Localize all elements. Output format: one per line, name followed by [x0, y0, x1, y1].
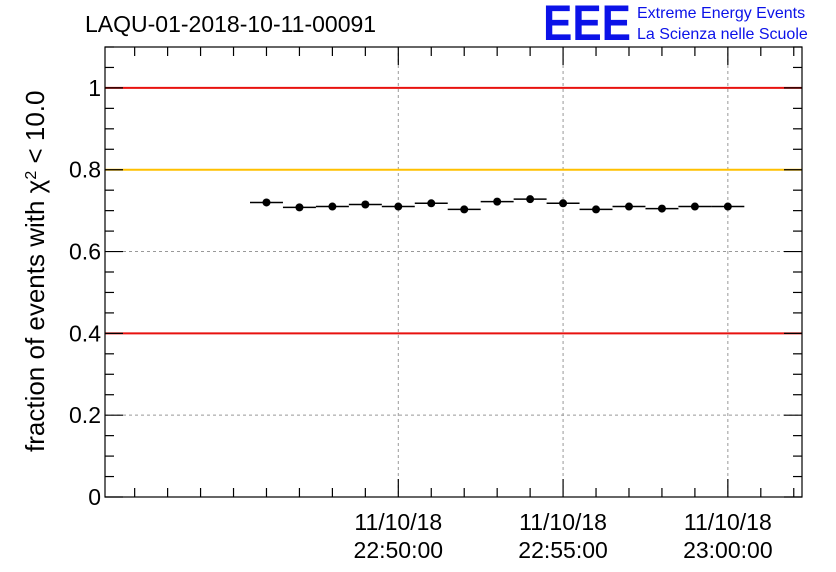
grid: [105, 47, 802, 497]
data-point: [427, 199, 436, 208]
y-tick-label: 0.2: [69, 402, 101, 428]
x-tick-time-label: 22:50:00: [354, 537, 444, 563]
x-tick-time-label: 23:00:00: [683, 537, 773, 563]
y-axis-label-prefix: fraction of events with χ: [20, 179, 50, 452]
logo-mark: EEE: [543, 0, 631, 51]
chart-title: LAQU-01-2018-10-11-00091: [85, 11, 376, 37]
logo-line-2: La Scienza nelle Scuole: [637, 26, 808, 43]
reference-lines: [105, 86, 802, 335]
data-point: [526, 195, 535, 204]
data-point: [394, 202, 403, 211]
data-point: [493, 197, 502, 206]
y-axis-label-sup: 2: [23, 171, 40, 180]
plot-frame: [104, 46, 803, 498]
data-point: [262, 198, 271, 207]
eee-logo: EEE Extreme Energy Events La Scienza nel…: [543, 0, 808, 51]
y-axis-label: fraction of events with χ2 < 10.0: [20, 91, 50, 452]
data-point: [361, 200, 370, 209]
data-series: [250, 195, 745, 214]
y-tick-label: 1: [88, 75, 101, 101]
data-point: [723, 202, 732, 211]
y-tick-label: 0.4: [69, 320, 101, 346]
logo-line-1: Extreme Energy Events: [637, 5, 805, 22]
data-point: [328, 202, 337, 211]
data-point: [559, 199, 568, 208]
data-point: [690, 202, 699, 211]
x-tick-date-label: 11/10/18: [354, 509, 442, 535]
x-tick-date-label: 11/10/18: [684, 509, 772, 535]
axes: 00.20.40.60.8111/10/1822:50:0011/10/1822…: [69, 46, 802, 563]
data-point: [295, 203, 304, 212]
y-tick-label: 0.6: [69, 239, 101, 265]
y-tick-label: 0: [88, 484, 101, 510]
data-point: [592, 205, 601, 214]
data-point: [460, 205, 469, 214]
x-tick-date-label: 11/10/18: [519, 509, 607, 535]
data-point: [657, 204, 666, 213]
y-axis-label-suffix: < 10.0: [20, 91, 50, 171]
y-tick-label: 0.8: [69, 157, 101, 183]
data-point: [624, 202, 633, 211]
x-tick-time-label: 22:55:00: [518, 537, 608, 563]
